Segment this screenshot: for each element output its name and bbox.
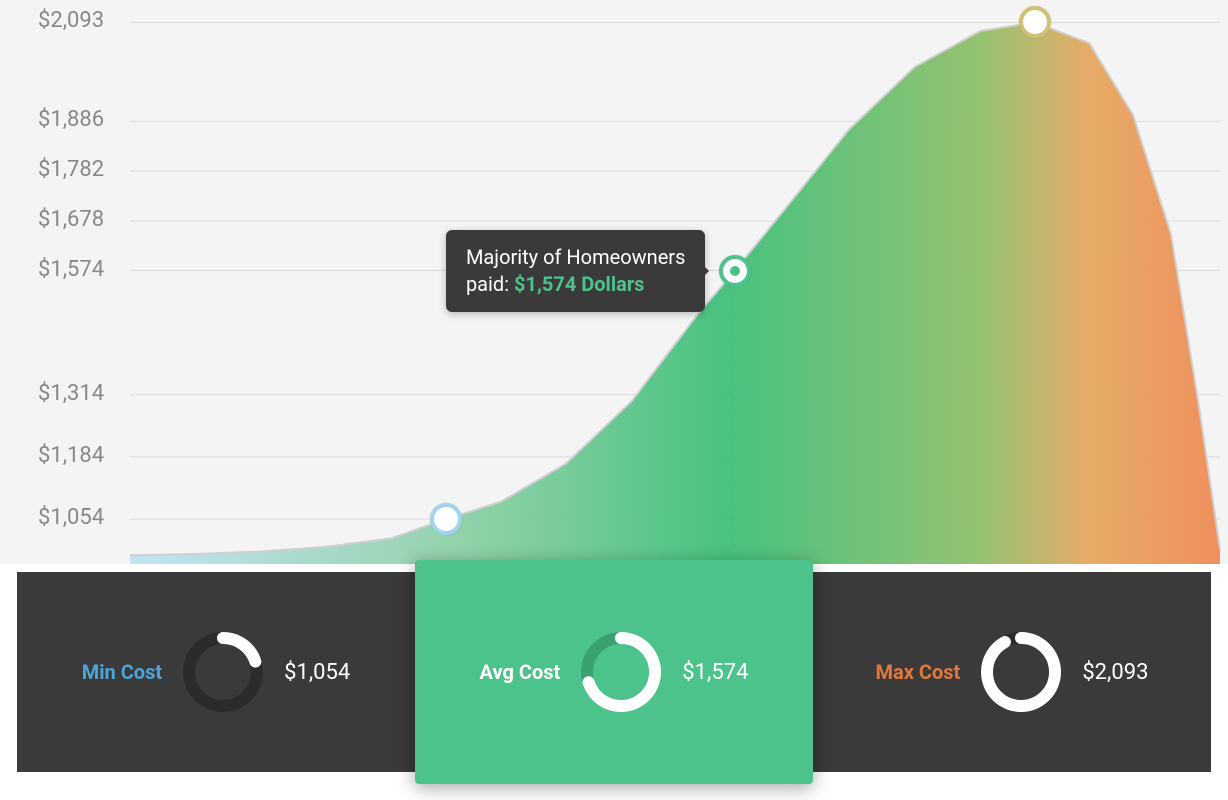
cost-card-amount: $1,054 [284,660,350,685]
y-tick-label: $1,782 [38,157,104,182]
y-tick-label: $1,184 [38,443,104,468]
max-marker [1019,6,1051,38]
cost-card-max: Max Cost $2,093 [813,572,1211,772]
cost-distribution-chart: Majority of Homeowners paid: $1,574 Doll… [0,0,1228,800]
y-tick-label: $1,314 [38,381,104,406]
y-tick-label: $1,886 [38,107,104,132]
donut-icon [578,629,664,715]
cost-cards-row: Min Cost $1,054 Avg Cost $1,574 Max Cost $2,0… [17,572,1211,772]
tooltip-suffix: Dollars [576,272,644,296]
tooltip-line1: Majority of Homeowners [466,245,685,269]
tooltip-value: $1,574 [514,272,576,296]
cost-card-label: Avg Cost [480,660,561,684]
y-tick-label: $2,093 [38,8,104,33]
cost-card-amount: $1,574 [682,660,748,685]
cost-card-label: Min Cost [82,660,162,684]
donut-icon [978,629,1064,715]
cost-card-label: Max Cost [876,660,961,684]
cost-card-min: Min Cost $1,054 [17,572,415,772]
donut-icon [180,629,266,715]
y-tick-label: $1,054 [38,505,104,530]
y-tick-label: $1,678 [38,207,104,232]
cost-card-avg: Avg Cost $1,574 [415,560,813,784]
y-tick-label: $1,574 [38,257,104,282]
cost-card-amount: $2,093 [1082,660,1148,685]
avg-tooltip: Majority of Homeowners paid: $1,574 Doll… [446,230,705,312]
avg-marker [719,255,751,287]
tooltip-line2-prefix: paid: [466,272,514,296]
min-marker [430,503,462,535]
